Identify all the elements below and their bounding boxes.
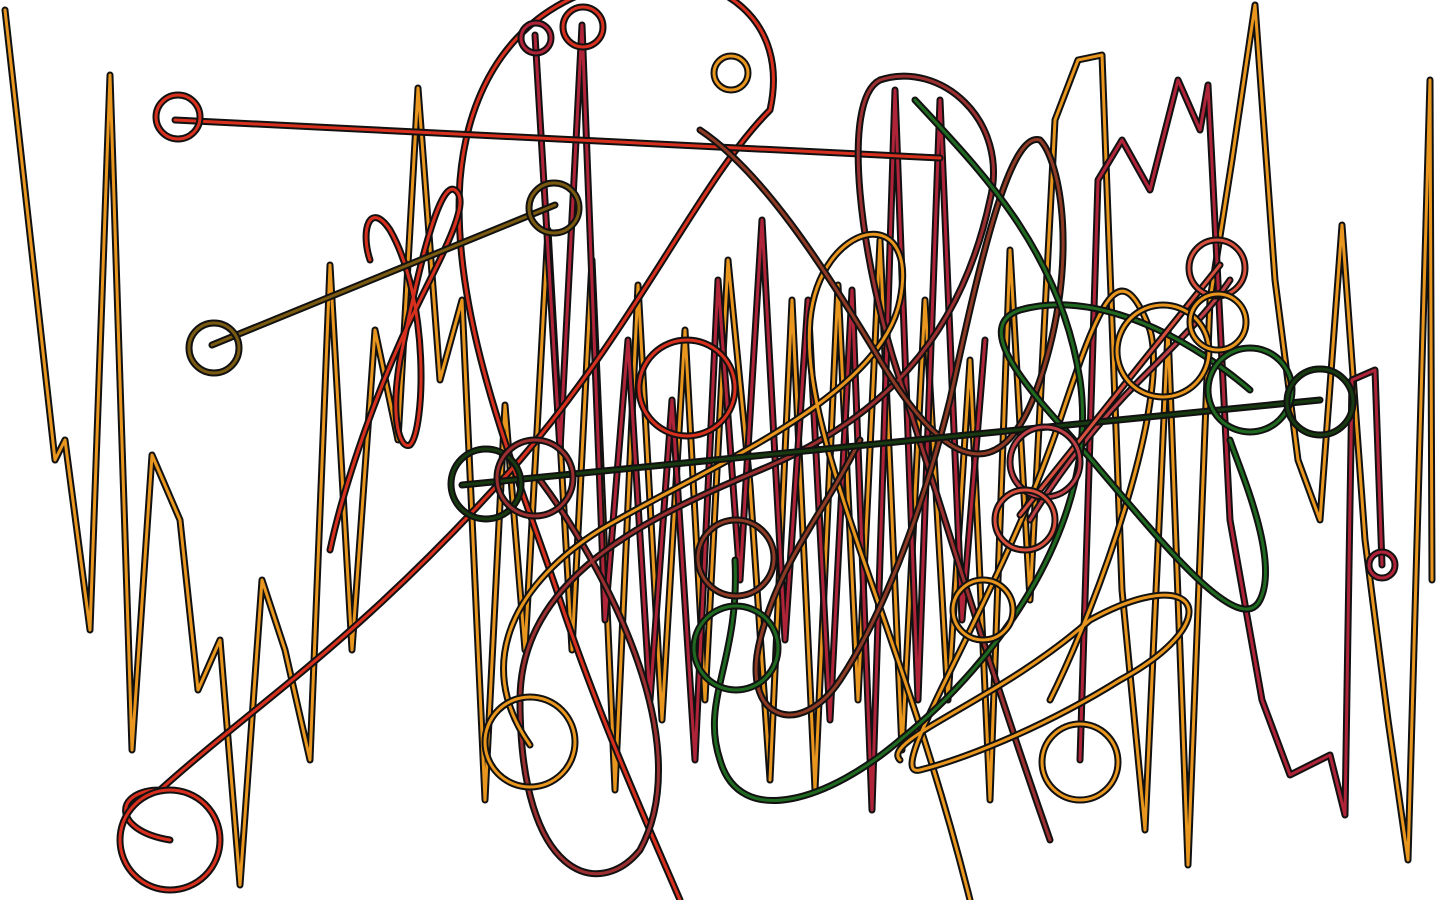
- orange-curl-lower: [894, 287, 1193, 774]
- ring-dark-green-left: [447, 445, 525, 523]
- maroon-loop-center: [516, 72, 1054, 878]
- ring-maroon-left: [493, 436, 577, 520]
- dark-green-connector: [458, 396, 1324, 489]
- red-long-loop: [122, 0, 777, 900]
- ring-salmon-lower: [991, 486, 1059, 554]
- ring-crimson-top-b: [559, 3, 607, 51]
- ring-olive-left: [185, 319, 243, 377]
- ring-olive-upper: [525, 179, 583, 237]
- salmon-connector: [1016, 261, 1224, 519]
- ring-green-mid: [690, 602, 782, 694]
- ring-top-left: [152, 91, 204, 143]
- ring-orange-corner: [1038, 720, 1122, 804]
- crimson-zigzag-right: [1076, 76, 1386, 819]
- green-diagonal: [710, 96, 1087, 804]
- olive-connector: [208, 201, 559, 349]
- ring-red-bottom-left: [116, 786, 224, 894]
- ring-crimson-right-edge: [1365, 548, 1399, 582]
- ring-orange-top: [710, 52, 752, 94]
- ring-crimson-top-a: [517, 19, 555, 57]
- red-connector-top: [171, 116, 944, 162]
- green-loop: [997, 301, 1269, 613]
- orange-big-loop: [500, 230, 974, 900]
- ring-rust-mid: [694, 516, 778, 600]
- rose-scribble: [1026, 276, 1234, 524]
- ring-red-mid: [635, 336, 739, 440]
- ring-orange-bottom: [481, 693, 579, 791]
- ring-orange-lower: [949, 576, 1017, 644]
- ring-dark-green-right: [1283, 365, 1357, 439]
- ring-orange-right-edge: [1186, 290, 1250, 354]
- crimson-zigzag-center: [531, 21, 989, 814]
